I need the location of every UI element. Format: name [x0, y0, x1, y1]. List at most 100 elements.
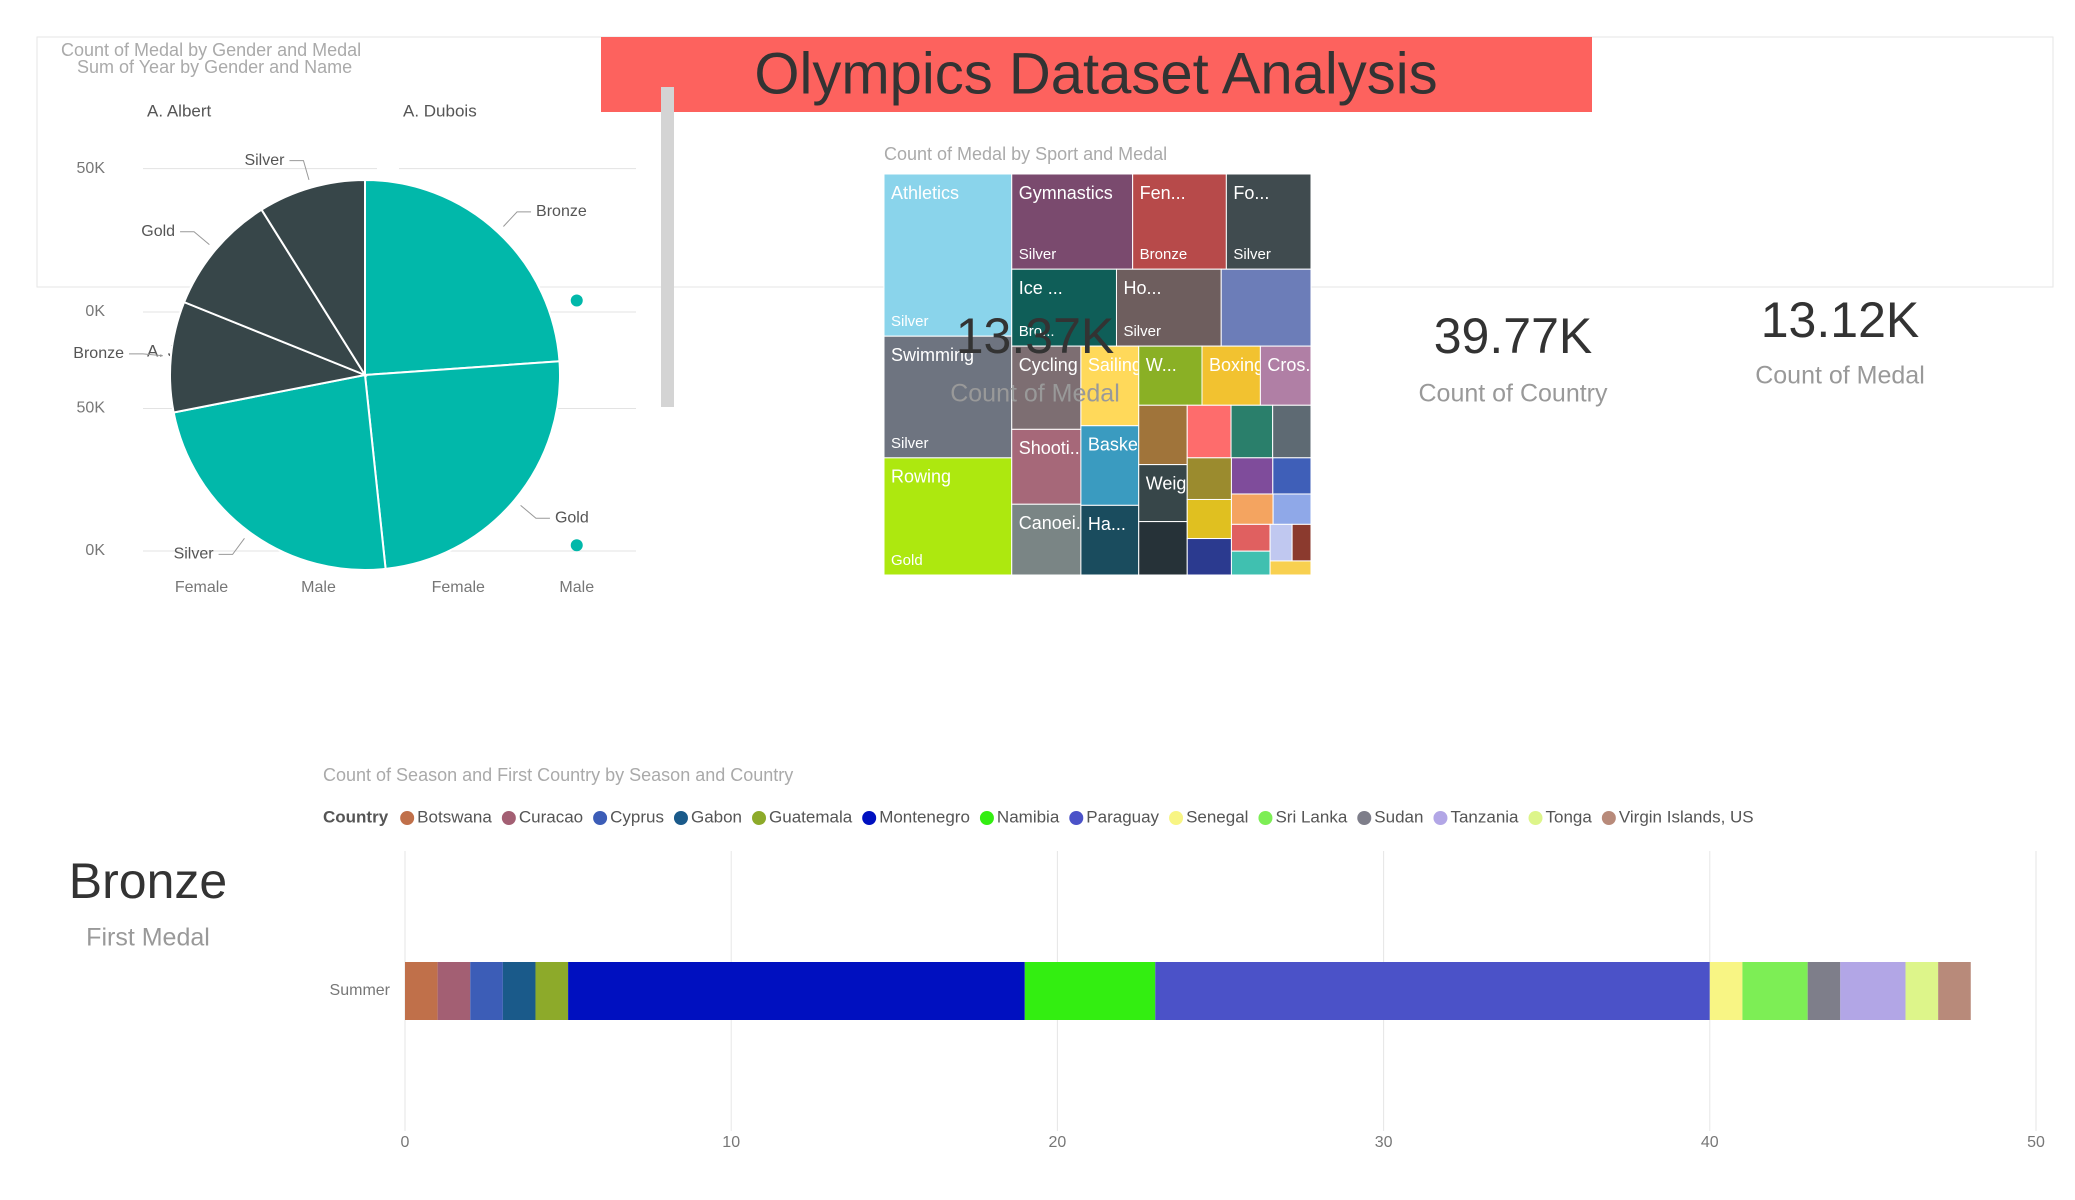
pie-slice	[364, 178, 561, 377]
bar-segment	[1155, 962, 1710, 1020]
bar-segment	[1905, 962, 1939, 1020]
chart-title: Count of Medal by Sport and Medal	[884, 144, 1167, 164]
card-label: Count of Medal	[950, 380, 1120, 408]
treemap-tile	[1138, 345, 1203, 406]
treemap-tile	[1225, 173, 1312, 270]
tile-label: Boxing	[1209, 355, 1264, 375]
bar-segment	[1840, 962, 1906, 1020]
scrollbar[interactable]	[661, 87, 674, 407]
tile-label: W...	[1146, 355, 1177, 375]
treemap-tile	[1272, 457, 1312, 495]
bar-segment	[437, 962, 471, 1020]
y-tick-label: 0K	[85, 303, 105, 320]
slice-label: Silver	[244, 152, 285, 169]
x-tick-label: 10	[722, 1134, 740, 1151]
legend-label: Montenegro	[879, 807, 970, 826]
treemap-tile	[1186, 498, 1232, 540]
tile-label: Ice ...	[1019, 278, 1063, 298]
legend-label: Cyprus	[610, 807, 664, 826]
legend-label: Guatemala	[769, 807, 853, 826]
card-label: Count of Medal	[1755, 362, 1925, 390]
point	[570, 294, 583, 307]
bar-segment	[1807, 962, 1841, 1020]
tile-sublabel: Silver	[891, 435, 929, 452]
pie-slice	[182, 208, 368, 378]
tile-sublabel: Gold	[891, 552, 923, 569]
treemap-tile	[1132, 173, 1227, 270]
treemap-tile	[1272, 493, 1312, 525]
chart-title: Count of Season and First Country by Sea…	[323, 765, 793, 785]
card-value: 13.37K	[956, 308, 1114, 364]
treemap-tile	[1230, 457, 1274, 495]
treemap-tile	[1138, 521, 1188, 576]
legend-label: Sri Lanka	[1275, 807, 1347, 826]
bar-segment	[535, 962, 569, 1020]
tile-label: Swimming	[891, 345, 974, 365]
tile-label: Rowing	[891, 467, 951, 487]
tile-label: Fen...	[1140, 183, 1186, 203]
legend-label: Tanzania	[1450, 807, 1519, 826]
tile-label: Cycling	[1019, 355, 1078, 375]
treemap-tile	[1138, 404, 1188, 466]
legend-swatch	[979, 811, 994, 825]
title-banner	[601, 37, 1592, 112]
tile-sublabel: Bronze	[1140, 246, 1188, 263]
legend-swatch	[862, 811, 877, 825]
bar-segment	[405, 962, 438, 1020]
treemap-tile	[1011, 268, 1117, 347]
leader-line	[520, 504, 550, 519]
pie-slice	[172, 373, 387, 571]
bar-segment	[1709, 962, 1743, 1020]
legend-label: Curacao	[519, 807, 583, 826]
treemap-tile	[1011, 345, 1082, 430]
treemap-tile	[883, 335, 1013, 459]
y-tick-label: 0K	[85, 542, 105, 559]
treemap-tile	[1291, 523, 1312, 562]
tile-label: Canoei...	[1019, 513, 1091, 533]
tile-label: Ha...	[1088, 514, 1126, 534]
card-label: Count of Country	[1419, 380, 1608, 408]
slice-label: Gold	[555, 509, 589, 526]
legend-swatch	[400, 811, 415, 825]
treemap-tile	[1272, 404, 1312, 459]
treemap-tile	[1011, 503, 1082, 576]
treemap-tile	[1269, 523, 1293, 562]
bar-segment	[568, 962, 1025, 1020]
y-tick-label: 50K	[77, 400, 106, 417]
chart-title: Sum of Year by Gender and Name	[77, 57, 352, 77]
treemap-tile	[1080, 345, 1140, 427]
legend-label: Botswana	[417, 807, 492, 826]
legend-title: Country	[323, 807, 389, 826]
panel-title: A. Albert	[147, 101, 212, 120]
x-tick-label: 0	[401, 1134, 410, 1151]
legend-label: Virgin Islands, US	[1619, 807, 1754, 826]
tile-sublabel: Silver	[891, 313, 929, 330]
legend-swatch	[1528, 811, 1543, 825]
leader-line	[129, 353, 163, 357]
tile-label: Gymnastics	[1019, 183, 1113, 203]
leader-line	[218, 538, 245, 555]
treemap-tile	[1186, 538, 1232, 576]
x-tick-label: 20	[1049, 1134, 1067, 1151]
slice-label: Bronze	[536, 203, 587, 220]
x-tick-label: Male	[559, 579, 594, 596]
legend-swatch	[1169, 811, 1184, 825]
tile-sublabel: Silver	[1019, 246, 1057, 263]
pie-slice	[169, 300, 369, 414]
legend-swatch	[1258, 811, 1273, 825]
y-tick-label: Summer	[330, 982, 391, 999]
x-tick-label: Female	[175, 579, 228, 596]
legend-swatch	[1433, 811, 1448, 825]
chart-title: Count of Medal by Gender and Medal	[61, 40, 361, 60]
tile-sublabel: Silver	[1233, 246, 1271, 263]
treemap-tile	[1186, 457, 1232, 500]
report-title: Olympics Dataset Analysis	[754, 41, 1437, 106]
tile-sublabel: Bro...	[1019, 323, 1055, 340]
legend-swatch	[1069, 811, 1084, 825]
x-tick-label: 30	[1375, 1134, 1393, 1151]
treemap-tile	[1220, 268, 1312, 347]
legend-swatch	[1601, 811, 1616, 825]
tile-label: Fo...	[1233, 183, 1269, 203]
x-tick-label: Female	[432, 579, 485, 596]
